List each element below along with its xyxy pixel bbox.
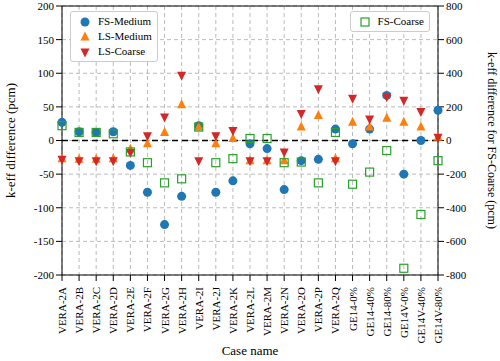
html-text:LS-Medium: LS-Medium (98, 30, 152, 42)
html-text:FS-Coarse: FS-Coarse (377, 15, 424, 27)
svg-text:VERA-2E: VERA-2E (124, 287, 136, 333)
svg-text:VERA-2K: VERA-2K (227, 287, 239, 334)
svg-text:800: 800 (446, 0, 463, 12)
svg-text:Case name: Case name (222, 343, 279, 358)
svg-text:GE14V-80%: GE14V-80% (432, 287, 444, 343)
svg-text:GE14-80%: GE14-80% (381, 287, 393, 337)
svg-text:0: 0 (446, 134, 452, 146)
svg-text:VERA-2B: VERA-2B (73, 287, 85, 333)
svg-text:VERA-2Q: VERA-2Q (329, 287, 341, 334)
svg-text:100: 100 (38, 67, 55, 79)
svg-text:VERA-2L: VERA-2L (244, 287, 256, 333)
svg-text:0: 0 (49, 134, 55, 146)
svg-text:GE14V-40%: GE14V-40% (415, 287, 427, 343)
svg-text:VERA-2M: VERA-2M (261, 287, 273, 336)
svg-text:VERA-2O: VERA-2O (295, 287, 307, 334)
svg-text:GE14V-0%: GE14V-0% (398, 287, 410, 338)
html-text:LS-Coarse: LS-Coarse (98, 45, 145, 57)
svg-text:-600: -600 (446, 235, 467, 247)
svg-text:VERA-2H: VERA-2H (176, 287, 188, 334)
svg-text:VERA-2N: VERA-2N (278, 287, 290, 334)
svg-text:200: 200 (38, 0, 55, 12)
svg-text:VERA-2A: VERA-2A (56, 287, 68, 334)
svg-text:VERA-2I: VERA-2I (193, 287, 205, 330)
svg-text:200: 200 (446, 101, 463, 113)
svg-text:GE14-0%: GE14-0% (347, 287, 359, 331)
html-text:FS-Medium: FS-Medium (98, 15, 152, 27)
svg-text:-100: -100 (34, 202, 55, 214)
svg-text:-200: -200 (446, 168, 467, 180)
svg-text:VERA-2C: VERA-2C (90, 287, 102, 333)
svg-text:400: 400 (446, 67, 463, 79)
svg-text:-150: -150 (34, 235, 55, 247)
svg-text:k-eff difference for FS-Coarse: k-eff difference for FS-Coarse (pcm) (485, 52, 492, 229)
svg-text:k-eff difference (pcm): k-eff difference (pcm) (8, 83, 18, 198)
svg-text:VERA-2D: VERA-2D (107, 287, 119, 334)
svg-text:GE14-40%: GE14-40% (364, 287, 376, 337)
svg-text:-400: -400 (446, 202, 467, 214)
svg-text:-800: -800 (446, 269, 467, 281)
svg-text:-50: -50 (39, 168, 54, 180)
svg-text:150: 150 (38, 34, 55, 46)
svg-text:600: 600 (446, 34, 463, 46)
svg-text:VERA-2G: VERA-2G (159, 287, 171, 334)
svg-text:-200: -200 (34, 269, 55, 281)
svg-text:50: 50 (43, 101, 55, 113)
svg-text:VERA-2F: VERA-2F (141, 287, 153, 332)
svg-text:VERA-2J: VERA-2J (210, 286, 222, 330)
svg-text:VERA-2P: VERA-2P (312, 287, 324, 332)
